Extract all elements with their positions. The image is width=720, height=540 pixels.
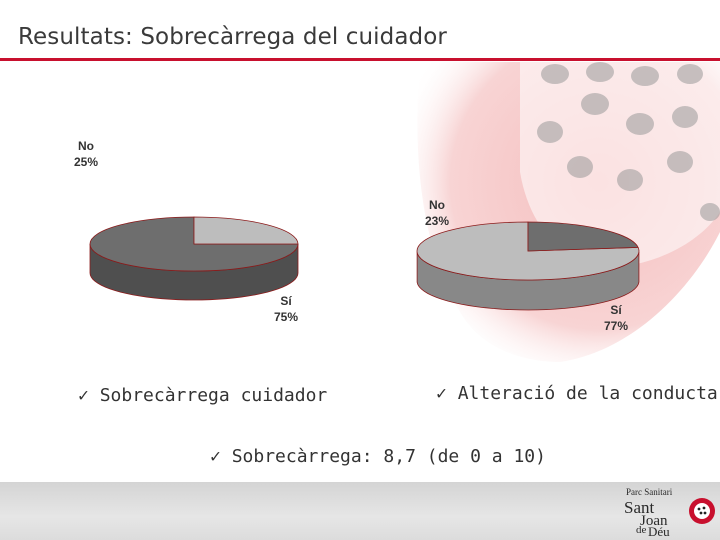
title-underline xyxy=(0,58,720,61)
bullet-left-text: Sobrecàrrega cuidador xyxy=(99,385,328,406)
pie1-label-si-name: Sí xyxy=(280,294,292,308)
pie2-label-si-name: Sí xyxy=(610,303,622,317)
bullet-bottom: ✓ Sobrecàrrega: 8,7 (de 0 a 10) xyxy=(210,446,546,467)
pie2-label-si-pct: 77% xyxy=(604,319,628,333)
logo-emblem-inner xyxy=(694,503,710,519)
pie-slice-no xyxy=(527,221,639,252)
pie2-label-no-name: No xyxy=(429,198,445,212)
logo-line2: Sant xyxy=(624,498,655,517)
logo-line5: Déu xyxy=(648,524,670,537)
check-icon: ✓ xyxy=(436,383,447,404)
pie2-label-no-pct: 23% xyxy=(425,214,449,228)
pie-chart-right xyxy=(416,221,640,311)
logo: Parc Sanitari Sant Joan de Déu xyxy=(624,487,715,537)
bullet-left: ✓ Sobrecàrrega cuidador xyxy=(78,385,327,406)
pie-slice-s xyxy=(89,216,299,272)
footer-band xyxy=(0,482,720,540)
bullet-right-text: Alteració de la conducta xyxy=(457,383,718,404)
logo-line1: Parc Sanitari xyxy=(626,487,673,497)
slide-title: Resultats: Sobrecàrrega del cuidador xyxy=(18,24,447,50)
pie-slice-no xyxy=(193,216,299,245)
check-icon: ✓ xyxy=(78,385,89,406)
bullet-bottom-text: Sobrecàrrega: 8,7 (de 0 a 10) xyxy=(231,446,546,467)
pie1-label-si-pct: 75% xyxy=(274,310,298,324)
logo-line4: de xyxy=(636,524,647,536)
pie1-label-no-pct: 25% xyxy=(74,155,98,169)
pie-chart-left xyxy=(89,216,299,301)
check-icon: ✓ xyxy=(210,446,221,467)
bullet-right: ✓ Alteració de la conducta xyxy=(436,383,718,404)
logo-line3: Joan xyxy=(640,513,668,529)
pie1-label-no-name: No xyxy=(78,139,94,153)
